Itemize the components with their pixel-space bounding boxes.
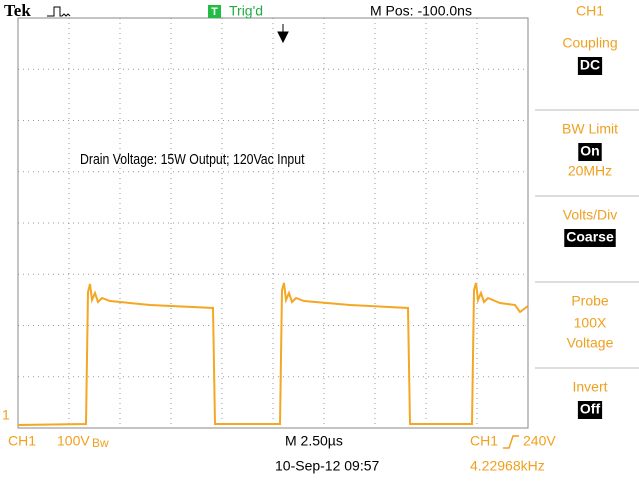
frequency: 4.22968kHz <box>470 458 545 474</box>
menu-value: Off <box>580 401 601 417</box>
date: 10-Sep-12 09:57 <box>275 458 380 474</box>
trigger-badge-box <box>208 5 221 18</box>
menu-label: Invert <box>572 379 607 395</box>
channel-scale: 100V <box>57 433 90 449</box>
trigger-source: CH1 <box>470 433 498 449</box>
menu-channel: CH1 <box>576 3 604 19</box>
menu-label: Coupling <box>562 35 617 51</box>
menu-line: Voltage <box>567 335 614 351</box>
menu-value-box <box>577 401 603 419</box>
graticule-border <box>17 17 529 429</box>
waveform <box>17 282 529 426</box>
position: M Pos: -100.0ns <box>370 3 472 19</box>
channel-source: CH1 <box>8 433 36 449</box>
menu-value: Coarse <box>566 229 614 245</box>
menu-value-box <box>564 229 616 247</box>
menu-label: Probe <box>571 293 609 309</box>
graticule <box>18 18 528 428</box>
side-menu: Coupling DC BW Limit On 20MHz Volts/Div Coarse… <box>535 35 639 419</box>
trigger-icon <box>47 6 71 17</box>
menu-value: On <box>580 143 599 159</box>
bandwidth-flag: Bw <box>92 436 109 450</box>
menu-value: DC <box>580 57 600 73</box>
menu-value-box <box>578 143 602 161</box>
menu-label: BW Limit <box>562 121 618 137</box>
menu-line: 100X <box>574 315 607 331</box>
menu-line: 20MHz <box>568 163 612 179</box>
menu-value-box <box>577 57 603 75</box>
trigger-position-marker <box>277 24 289 44</box>
annotation: Drain Voltage: 15W Output; 120Vac Input <box>80 151 305 167</box>
channel-marker: 1 <box>2 407 10 423</box>
rising-edge-icon <box>503 435 519 449</box>
trigger-badge: T <box>211 6 218 18</box>
trigger-status: Trig'd <box>229 3 263 19</box>
timebase: M 2.50µs <box>285 433 343 449</box>
brand: Tek <box>4 1 31 20</box>
menu-label: Volts/Div <box>563 207 617 223</box>
trigger-level: 240V <box>523 433 556 449</box>
